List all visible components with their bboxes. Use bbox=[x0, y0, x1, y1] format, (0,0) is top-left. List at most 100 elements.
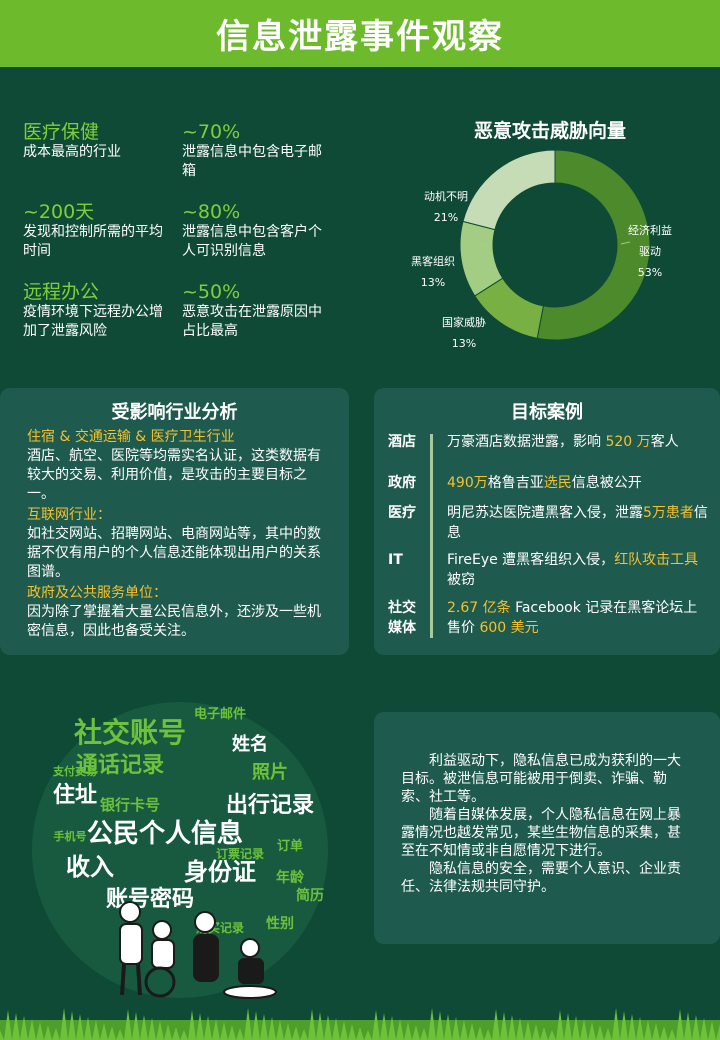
stat-desc: 恶意攻击在泄露原因中占比最高 bbox=[182, 304, 322, 339]
industry-text-1: 酒店、航空、医院等均需实名认证，这类数据有较大的交易、利用价值，是攻击的主要目标… bbox=[27, 448, 321, 502]
word-cloud-word: 订单 bbox=[277, 838, 303, 854]
case-highlight: 520 万 bbox=[605, 434, 651, 450]
stat-desc: 泄露信息中包含电子邮箱 bbox=[182, 144, 322, 179]
stat-desc: 成本最高的行业 bbox=[23, 144, 121, 160]
people-illustration bbox=[119, 901, 277, 999]
stat-malicious: ~50% 恶意攻击在泄露原因中占比最高 bbox=[182, 281, 332, 341]
case-text: FireEye 遭黑客组织入侵，红队攻击工具被窃 bbox=[447, 550, 709, 590]
case-text-part: 明尼苏达医院遭黑客入侵，泄露 bbox=[447, 505, 643, 521]
label-state-pct: 13% bbox=[452, 337, 476, 350]
donut-slice-3 bbox=[462, 149, 556, 231]
summary-paragraph-3: 隐私信息的安全，需要个人意识、企业责任、法律法规共同守护。 bbox=[401, 861, 681, 895]
donut-chart-title: 恶意攻击威胁向量 bbox=[473, 120, 626, 142]
industry-head-2: 互联网行业： bbox=[27, 507, 111, 523]
industry-analysis-panel: 受影响行业分析 住宿 & 交通运输 & 医疗卫生行业 酒店、航空、医院等均需实名… bbox=[0, 388, 349, 655]
case-label: 政府 bbox=[388, 475, 416, 491]
word-cloud-word: 姓名 bbox=[232, 733, 268, 755]
word-cloud-word: 出行记录 bbox=[226, 792, 314, 818]
target-cases-panel: 目标案例 酒店 万豪酒店数据泄露，影响 520 万客人 政府 490万格鲁吉亚选… bbox=[374, 388, 720, 655]
case-highlight: 红队攻击工具 bbox=[614, 552, 699, 568]
word-cloud-word: 银行卡号 bbox=[100, 796, 160, 814]
grass-decoration bbox=[0, 1008, 720, 1040]
case-highlight: 600 美元 bbox=[479, 620, 539, 636]
word-cloud-word: 支付交易 bbox=[52, 764, 97, 778]
word-cloud-word: 简历 bbox=[296, 887, 324, 904]
case-text-part: 信息 bbox=[447, 505, 708, 541]
case-label: IT bbox=[388, 552, 403, 568]
stat-key: 医疗保健 bbox=[23, 121, 100, 143]
label-econ-2: 驱动 bbox=[639, 245, 661, 258]
leader-line-hacker bbox=[479, 239, 489, 243]
leader-line-econ bbox=[620, 241, 631, 245]
stat-email: ~70% 泄露信息中包含电子邮箱 bbox=[182, 121, 332, 181]
cases-divider bbox=[430, 434, 433, 638]
case-text: 490万格鲁吉亚选民信息被公开 bbox=[447, 473, 709, 493]
label-unknown: 动机不明 bbox=[424, 189, 468, 203]
case-text-part: 被窃 bbox=[447, 572, 475, 588]
case-text-part: 客人 bbox=[650, 434, 679, 450]
label-hacker: 黑客组织 bbox=[411, 254, 455, 268]
donut-slice-0 bbox=[536, 149, 651, 341]
page-title: 信息泄露事件观察 bbox=[216, 17, 504, 57]
word-cloud-word: 年龄 bbox=[276, 869, 305, 886]
industry-text-3: 因为除了掌握着大量公民信息外，还涉及一些机密信息，因此也备受关注。 bbox=[27, 604, 321, 639]
industry-head-1: 住宿 & 交通运输 & 医疗卫生行业 bbox=[27, 429, 235, 445]
summary-paragraph-2: 随着自媒体发展，个人隐私信息在网上暴露情况也越发常见，某些生物信息的采集，甚至在… bbox=[401, 807, 681, 859]
stat-key: ~80% bbox=[182, 201, 241, 223]
case-highlight: 选民 bbox=[543, 475, 572, 491]
word-cloud-word: 收入 bbox=[66, 853, 114, 881]
threat-vector-donut-chart: 经济利益 驱动 53% 国家威胁 13% 黑客组织 13% 动机不明 21% bbox=[411, 149, 672, 350]
stat-healthcare: 医疗保健 成本最高的行业 bbox=[23, 121, 173, 162]
case-label: 社交媒体 bbox=[388, 600, 416, 636]
stat-days: ~200天 发现和控制所需的平均时间 bbox=[23, 201, 173, 261]
case-text-part: FireEye 遭黑客组织入侵， bbox=[447, 552, 615, 568]
label-econ-pct: 53% bbox=[638, 266, 662, 279]
cases-title: 目标案例 bbox=[511, 402, 583, 423]
stat-key: 远程办公 bbox=[23, 281, 100, 303]
word-cloud-background bbox=[32, 702, 328, 998]
donut-slices bbox=[459, 149, 651, 341]
case-text: 明尼苏达医院遭黑客入侵，泄露5万患者信息 bbox=[447, 503, 709, 543]
stat-desc: 发现和控制所需的平均时间 bbox=[23, 224, 163, 259]
stat-desc: 泄露信息中包含客户个人可识别信息 bbox=[182, 224, 322, 259]
word-cloud-word: 订票记录 bbox=[216, 846, 264, 861]
word-cloud-word: 社交账号 bbox=[74, 716, 186, 749]
label-econ-1: 经济利益 bbox=[628, 223, 672, 237]
word-cloud-word: 通话记录 bbox=[76, 753, 164, 778]
stat-desc: 疫情环境下远程办公增加了泄露风险 bbox=[23, 304, 163, 339]
summary-panel: 利益驱动下，隐私信息已成为获利的一大目标。被泄信息可能被用于倒卖、诈骗、勒索、社… bbox=[374, 712, 720, 944]
case-highlight: 5万患者 bbox=[643, 505, 694, 521]
stat-key: ~50% bbox=[182, 281, 241, 303]
word-cloud-word: 住址 bbox=[53, 782, 97, 808]
case-text-part: 万豪酒店数据泄露，影响 bbox=[447, 434, 606, 450]
label-unknown-pct: 21% bbox=[434, 211, 458, 224]
case-text: 万豪酒店数据泄露，影响 520 万客人 bbox=[447, 432, 709, 452]
word-cloud-word: 公民个人信息 bbox=[87, 818, 243, 849]
word-cloud-word: 电子邮件 bbox=[194, 706, 246, 722]
stat-key: ~200天 bbox=[23, 201, 95, 223]
stat-remote: 远程办公 疫情环境下远程办公增加了泄露风险 bbox=[23, 281, 173, 341]
word-cloud-word: 性别 bbox=[266, 915, 294, 932]
case-highlight: 2.67 亿条 bbox=[447, 600, 511, 616]
word-cloud-word: 手机号 bbox=[54, 829, 87, 843]
label-hacker-pct: 13% bbox=[421, 276, 445, 289]
word-cloud-word: 身份证 bbox=[184, 858, 256, 886]
stat-key: ~70% bbox=[182, 121, 241, 143]
industry-title: 受影响行业分析 bbox=[111, 402, 238, 423]
case-highlight: 490万 bbox=[447, 475, 488, 491]
header-banner: 信息泄露事件观察 bbox=[0, 0, 720, 67]
case-label: 医疗 bbox=[388, 505, 416, 521]
case-text-part: Facebook 记录在黑客论坛上售价 bbox=[447, 600, 698, 636]
stat-pii: ~80% 泄露信息中包含客户个人可识别信息 bbox=[182, 201, 332, 261]
summary-paragraph-1: 利益驱动下，隐私信息已成为获利的一大目标。被泄信息可能被用于倒卖、诈骗、勒索、社… bbox=[401, 753, 681, 805]
case-label: 酒店 bbox=[388, 434, 416, 450]
word-cloud-word: 账号密码 bbox=[106, 886, 194, 912]
case-text: 2.67 亿条 Facebook 记录在黑客论坛上售价 600 美元 bbox=[447, 598, 709, 638]
case-text-part: 信息被公开 bbox=[571, 475, 642, 491]
industry-text-2: 如社交网站、招聘网站、电商网站等，其中的数据不仅有用户的个人信息还能体现出用户的… bbox=[27, 526, 321, 580]
word-cloud-word: 照片 bbox=[252, 761, 288, 783]
case-text-part: 格鲁吉亚 bbox=[487, 475, 544, 491]
industry-head-3: 政府及公共服务单位： bbox=[27, 585, 167, 601]
label-state: 国家威胁 bbox=[442, 315, 486, 329]
